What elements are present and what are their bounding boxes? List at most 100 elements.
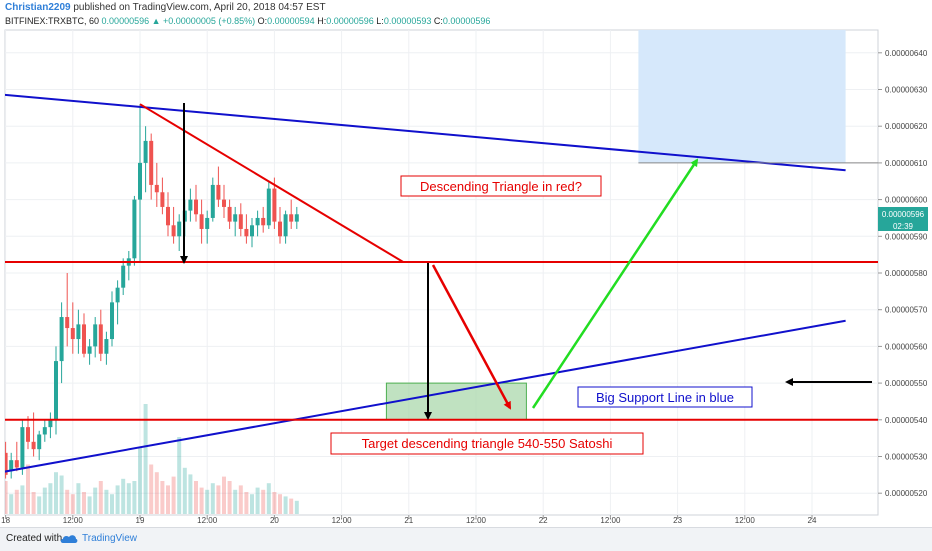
volume-bar bbox=[205, 489, 210, 514]
red-arrow-down bbox=[431, 264, 512, 410]
candle-body bbox=[255, 217, 260, 226]
volume-bar bbox=[104, 489, 109, 514]
candle-body bbox=[54, 361, 58, 420]
close-label: C: bbox=[433, 16, 443, 26]
volume-bar bbox=[188, 474, 193, 514]
volume-bar bbox=[171, 476, 176, 514]
candle-body bbox=[14, 460, 19, 468]
candle-body bbox=[42, 427, 47, 435]
candle-body bbox=[205, 217, 210, 229]
footer-bar: Created with TradingView bbox=[0, 527, 932, 551]
y-tick-label: 0.00000570 bbox=[885, 306, 928, 315]
y-tick-label: 0.00000560 bbox=[885, 342, 928, 351]
volume-bar bbox=[199, 487, 204, 514]
volume-bar bbox=[166, 485, 170, 514]
candle-body bbox=[199, 214, 204, 229]
tradingview-brand[interactable]: TradingView bbox=[82, 533, 138, 544]
volume-bar bbox=[54, 472, 58, 514]
svg-text:Big Support Line in blue: Big Support Line in blue bbox=[596, 390, 734, 405]
svg-text:0.00000596: 0.00000596 bbox=[882, 210, 925, 219]
candle-body bbox=[20, 427, 25, 468]
volume-bar bbox=[9, 494, 14, 514]
annotations-layer: Descending Triangle in red? Big Support … bbox=[330, 175, 753, 455]
x-tick-label: 12:00 bbox=[600, 516, 621, 525]
annotation-target: Target descending triangle 540-550 Satos… bbox=[330, 432, 644, 455]
time-axis[interactable]: 18 12:00 19 12:00 20 12:00 21 12:00 22 12:00 23 12:… bbox=[1, 515, 817, 525]
candle-body bbox=[115, 287, 120, 303]
volume-bar bbox=[177, 437, 182, 514]
blue-trend-line bbox=[5, 93, 846, 172]
volume-bar bbox=[126, 483, 131, 514]
volume-bar bbox=[278, 494, 282, 514]
candle-body bbox=[238, 214, 243, 229]
candles-layer bbox=[5, 104, 299, 479]
ohlc-header: BITFINEX:TRXBTC, 60 0.00000596 ▲ +0.0000… bbox=[5, 16, 490, 26]
volume-bar bbox=[289, 498, 294, 514]
x-tick-label: 12:00 bbox=[197, 516, 218, 525]
candle-body bbox=[227, 206, 232, 222]
volume-bar bbox=[160, 481, 165, 514]
volume-bar bbox=[244, 492, 249, 514]
volume-bar bbox=[261, 489, 266, 514]
volume-bar bbox=[250, 494, 254, 514]
candle-body bbox=[166, 206, 170, 226]
candle-body bbox=[171, 225, 176, 237]
volume-bar bbox=[87, 496, 92, 514]
candle-body bbox=[160, 192, 165, 207]
arrows-layer bbox=[180, 103, 872, 420]
candle-body bbox=[194, 199, 198, 215]
candle-body bbox=[222, 199, 226, 207]
volume-bar bbox=[238, 485, 243, 514]
volume-bar bbox=[132, 481, 137, 514]
volume-bar bbox=[227, 481, 232, 514]
x-tick-label: 19 bbox=[136, 516, 145, 525]
last-price: 0.00000596 bbox=[101, 16, 150, 26]
annotation-triangle: Descending Triangle in red? bbox=[400, 175, 602, 197]
candle-body bbox=[261, 217, 266, 226]
candle-body bbox=[272, 188, 277, 222]
candle-body bbox=[82, 324, 86, 354]
candle-body bbox=[132, 199, 137, 259]
open-value: 0.00000594 bbox=[267, 16, 315, 26]
x-tick-label: 18 bbox=[1, 516, 10, 525]
x-tick-label: 12:00 bbox=[63, 516, 84, 525]
volume-bar bbox=[182, 467, 187, 514]
blue-trend-line bbox=[5, 319, 846, 473]
created-with-label: Created with bbox=[6, 533, 63, 544]
volume-bar bbox=[110, 494, 114, 514]
svg-text:02:39: 02:39 bbox=[893, 222, 914, 231]
candle-body bbox=[98, 324, 103, 354]
close-value: 0.00000596 bbox=[442, 16, 491, 26]
volume-bar bbox=[26, 464, 30, 514]
low-value: 0.00000593 bbox=[383, 16, 432, 26]
candle-body bbox=[76, 324, 81, 340]
volume-bar bbox=[222, 476, 226, 514]
green-arrow-up bbox=[531, 158, 699, 409]
annotation-support: Big Support Line in blue bbox=[577, 386, 753, 408]
y-tick-label: 0.00000640 bbox=[885, 49, 928, 58]
publish-header: Christian2209 published on TradingView.c… bbox=[5, 2, 326, 13]
volume-bar bbox=[138, 448, 142, 514]
tradingview-cloud-icon bbox=[60, 535, 78, 543]
price-axis[interactable]: 0.00000640 0.00000630 0.00000620 0.00000610… bbox=[878, 49, 928, 498]
candle-body bbox=[250, 225, 254, 237]
candle-body bbox=[104, 339, 109, 354]
volume-bar bbox=[76, 483, 81, 514]
candle-body bbox=[210, 184, 215, 218]
y-tick-label: 0.00000610 bbox=[885, 159, 928, 168]
candle-body bbox=[9, 460, 14, 472]
volume-bar bbox=[283, 496, 288, 514]
price-change: ▲ +0.00000005 (+0.85%) bbox=[151, 16, 256, 26]
volume-bar bbox=[98, 481, 103, 514]
author-name[interactable]: Christian2209 bbox=[5, 2, 71, 13]
y-tick-label: 0.00000540 bbox=[885, 416, 928, 425]
volume-bar bbox=[294, 500, 299, 514]
volume-bar bbox=[14, 489, 19, 514]
candle-body bbox=[143, 140, 148, 163]
y-tick-label: 0.00000620 bbox=[885, 122, 928, 131]
volume-bar bbox=[115, 485, 120, 514]
volume-bar bbox=[255, 487, 260, 514]
price-chart[interactable]: Descending Triangle in red? Big Support … bbox=[0, 0, 932, 527]
x-tick-label: 12:00 bbox=[735, 516, 756, 525]
candle-body bbox=[5, 452, 8, 475]
